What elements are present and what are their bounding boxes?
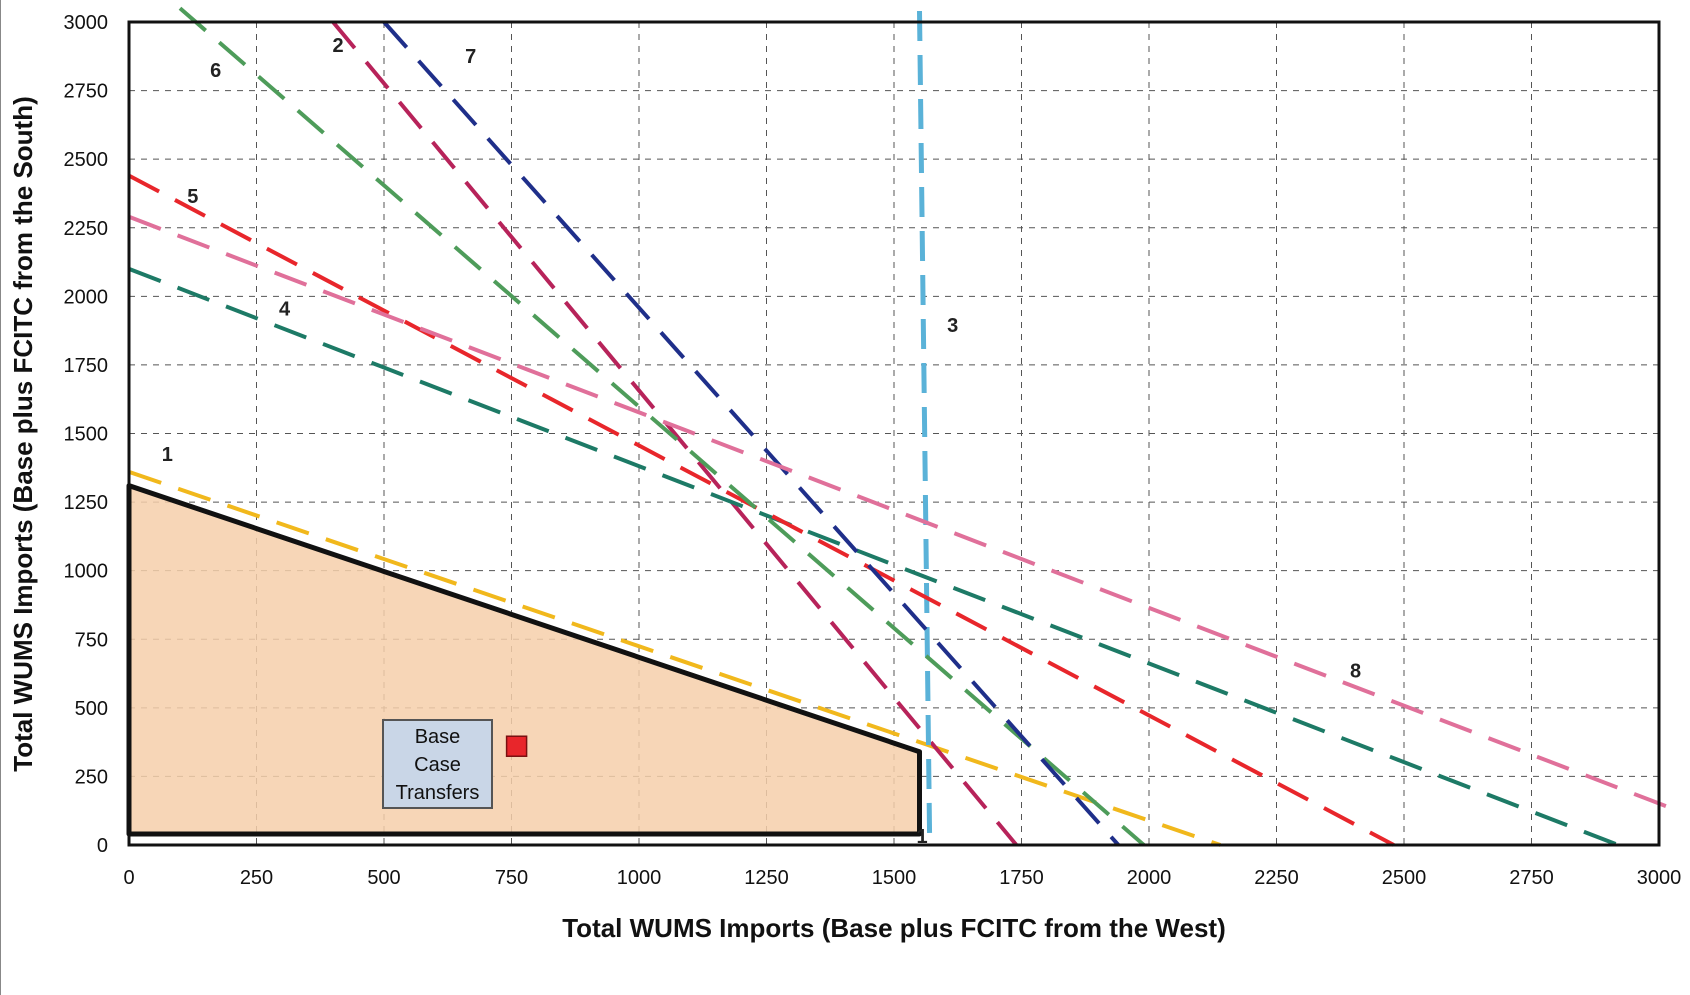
y-tick-1500: 1500	[64, 424, 109, 446]
series-line-5	[128, 173, 1395, 847]
y-tick-1250: 1250	[64, 492, 109, 514]
x-tick-750: 750	[495, 867, 528, 889]
series-label-1: 1	[162, 444, 173, 466]
series-line-8	[128, 214, 1676, 812]
box-line-1: Base	[414, 726, 461, 748]
y-tick-2250: 2250	[64, 218, 109, 240]
series-label-5: 5	[187, 186, 198, 208]
series-label-6: 6	[210, 60, 221, 82]
series-label-8: 8	[1350, 661, 1361, 683]
page-edge-line	[0, 0, 1, 995]
x-tick-3000: 3000	[1637, 867, 1682, 889]
y-tick-500: 500	[75, 698, 108, 720]
series-labels: 1 2 3 4 5 6 7 8	[162, 35, 1361, 682]
plot-frame	[127, 20, 1661, 847]
y-tick-3000: 3000	[64, 12, 109, 34]
series-line-4	[128, 267, 1619, 847]
y-tick-750: 750	[75, 629, 108, 651]
x-tick-0: 0	[123, 867, 134, 889]
series-label-2: 2	[333, 35, 344, 57]
x-tick-1000: 1000	[617, 867, 662, 889]
series-line-2	[331, 20, 1018, 847]
x-tick-1250: 1250	[744, 867, 789, 889]
x-tick-1750: 1750	[999, 867, 1044, 889]
series-label-7: 7	[465, 46, 476, 68]
y-tick-2750: 2750	[64, 81, 109, 103]
base-case-point	[505, 735, 528, 757]
x-tick-2000: 2000	[1127, 867, 1172, 889]
x-tick-2750: 2750	[1509, 867, 1554, 889]
x-tick-2250: 2250	[1254, 867, 1299, 889]
x-tick-1500: 1500	[872, 867, 917, 889]
box-line-3: Transfers	[395, 782, 480, 804]
series-label-3: 3	[947, 315, 958, 337]
base-case-point-group	[505, 735, 528, 757]
y-tick-2000: 2000	[64, 286, 109, 308]
base-case-transfers-box: Base Case Transfers	[382, 719, 493, 809]
series-lines	[128, 6, 1676, 847]
x-tick-250: 250	[240, 867, 273, 889]
x-tick-labels: 0 250 500 750 1000 1250 1500 1750 2000 2250 2500 27…	[123, 867, 1681, 889]
series-line-6	[178, 6, 1146, 847]
series-line-3	[917, 10, 933, 846]
series-line-1	[128, 470, 1222, 847]
y-tick-2500: 2500	[64, 149, 109, 171]
y-tick-250: 250	[75, 766, 108, 788]
series-line-7	[382, 20, 1120, 847]
box-line-2: Case	[414, 754, 461, 776]
x-tick-500: 500	[367, 867, 400, 889]
y-tick-0: 0	[97, 835, 108, 857]
y-tick-labels: 0 250 500 750 1000 1250 1500 1750 2000 2250 2500 27…	[64, 12, 109, 857]
y-tick-1750: 1750	[64, 355, 109, 377]
x-tick-2500: 2500	[1382, 867, 1427, 889]
y-axis-title: Total WUMS Imports (Base plus FCITC from…	[8, 96, 38, 772]
y-tick-1000: 1000	[64, 561, 109, 583]
corner-mark-label: 1	[916, 826, 927, 848]
series-label-4: 4	[279, 299, 291, 321]
x-axis-title: Total WUMS Imports (Base plus FCITC from…	[562, 913, 1226, 943]
